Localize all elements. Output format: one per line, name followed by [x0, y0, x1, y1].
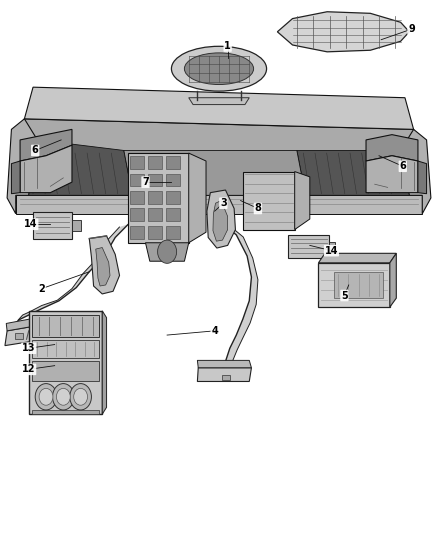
Bar	[166, 208, 180, 221]
Polygon shape	[16, 195, 422, 214]
Polygon shape	[198, 360, 251, 368]
Bar	[148, 156, 162, 169]
Polygon shape	[20, 130, 72, 161]
Polygon shape	[124, 150, 305, 195]
Polygon shape	[401, 130, 431, 214]
Polygon shape	[189, 153, 206, 243]
Bar	[148, 191, 162, 204]
Bar	[148, 208, 162, 221]
Polygon shape	[329, 242, 335, 251]
Polygon shape	[6, 314, 59, 331]
Polygon shape	[5, 322, 59, 345]
Polygon shape	[295, 172, 310, 230]
Polygon shape	[72, 220, 81, 231]
Circle shape	[70, 384, 92, 410]
Polygon shape	[29, 140, 133, 195]
Polygon shape	[318, 253, 396, 263]
Text: 14: 14	[24, 219, 38, 229]
Text: 14: 14	[325, 246, 338, 256]
Ellipse shape	[184, 53, 254, 85]
Polygon shape	[25, 87, 413, 130]
Bar	[166, 226, 180, 239]
Polygon shape	[288, 235, 329, 258]
Circle shape	[53, 384, 74, 410]
Bar	[166, 191, 180, 204]
Bar	[148, 174, 162, 187]
Text: 5: 5	[341, 290, 348, 301]
Text: 12: 12	[22, 365, 35, 374]
Polygon shape	[318, 263, 390, 307]
Polygon shape	[7, 119, 37, 214]
Polygon shape	[366, 156, 418, 192]
Polygon shape	[96, 247, 110, 286]
Polygon shape	[334, 272, 383, 298]
Text: 8: 8	[254, 204, 261, 214]
Text: 4: 4	[211, 326, 218, 336]
Text: 6: 6	[32, 146, 39, 156]
Text: 7: 7	[142, 177, 149, 187]
Bar	[223, 375, 230, 380]
Polygon shape	[207, 190, 236, 248]
Bar	[130, 226, 144, 239]
Polygon shape	[198, 368, 251, 382]
Circle shape	[158, 240, 177, 263]
Circle shape	[35, 384, 57, 410]
Circle shape	[39, 389, 53, 405]
Polygon shape	[297, 150, 409, 195]
Polygon shape	[189, 98, 249, 104]
Circle shape	[57, 389, 70, 405]
Polygon shape	[277, 12, 409, 52]
Polygon shape	[102, 311, 106, 414]
Bar	[130, 191, 144, 204]
Polygon shape	[33, 212, 72, 239]
Polygon shape	[32, 315, 99, 337]
Text: 6: 6	[399, 161, 406, 171]
Polygon shape	[213, 200, 228, 241]
Polygon shape	[16, 119, 422, 203]
Bar	[130, 156, 144, 169]
Text: 3: 3	[220, 198, 227, 208]
Text: 9: 9	[408, 24, 415, 34]
Polygon shape	[221, 224, 258, 372]
Polygon shape	[32, 410, 99, 414]
Polygon shape	[32, 341, 99, 358]
Bar	[130, 208, 144, 221]
Polygon shape	[29, 311, 102, 414]
Polygon shape	[145, 243, 189, 261]
Bar	[166, 156, 180, 169]
Polygon shape	[366, 135, 418, 161]
Polygon shape	[11, 224, 128, 333]
Text: 13: 13	[22, 343, 35, 353]
Polygon shape	[11, 161, 20, 193]
Ellipse shape	[171, 46, 267, 91]
Polygon shape	[20, 145, 72, 192]
Polygon shape	[418, 161, 427, 193]
Polygon shape	[32, 361, 99, 381]
Bar	[166, 174, 180, 187]
Polygon shape	[243, 172, 295, 230]
Bar	[148, 226, 162, 239]
Bar	[15, 334, 23, 339]
Bar	[130, 174, 144, 187]
Text: 1: 1	[224, 41, 231, 51]
Polygon shape	[390, 253, 396, 307]
Polygon shape	[89, 236, 120, 294]
Circle shape	[74, 389, 88, 405]
Polygon shape	[128, 153, 189, 243]
Text: 2: 2	[38, 284, 45, 294]
